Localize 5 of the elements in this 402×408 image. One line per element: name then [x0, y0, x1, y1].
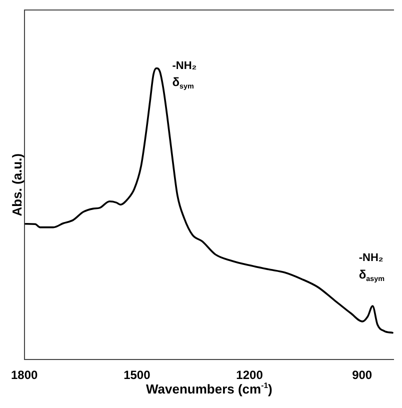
x-tick-label: 1500	[124, 368, 151, 382]
x-tick-label: 1200	[236, 368, 264, 382]
x-tick-label: 900	[352, 368, 372, 382]
x-tick-label: 1800	[10, 368, 38, 382]
y-axis-title: Abs. (a.u.)	[10, 153, 25, 216]
